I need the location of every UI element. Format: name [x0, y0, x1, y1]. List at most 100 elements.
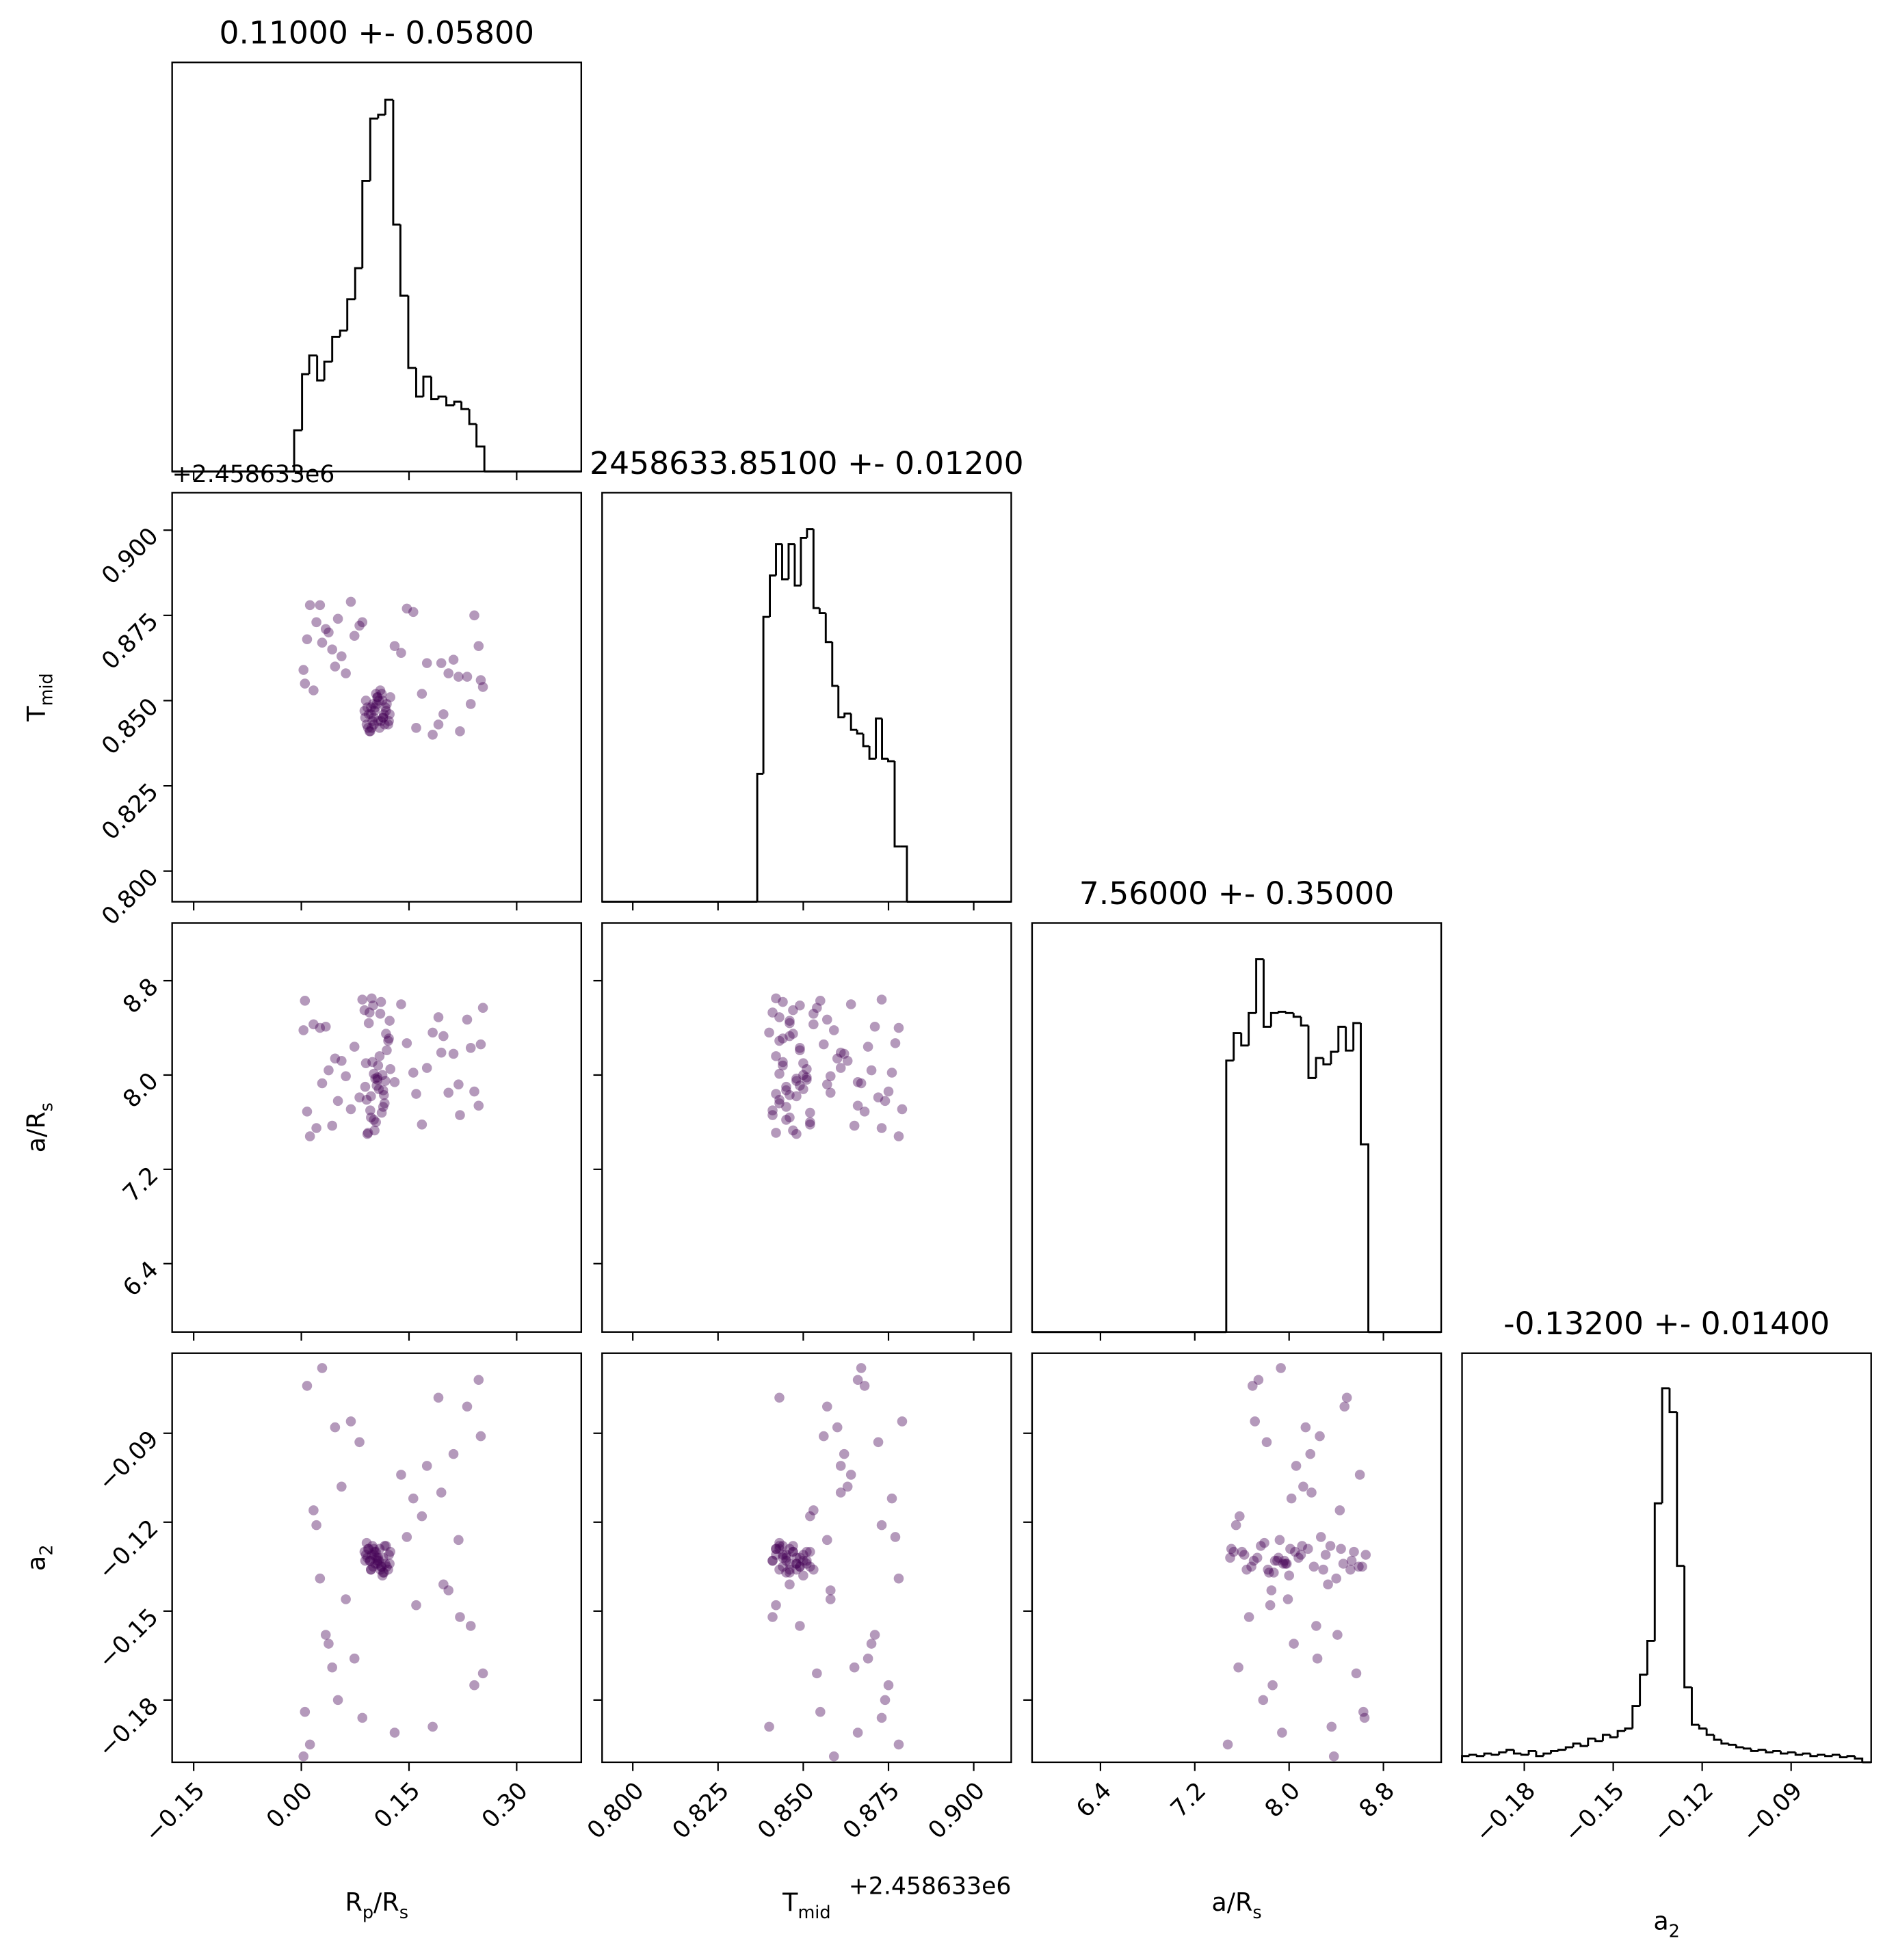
scatter-point [341, 668, 351, 678]
scatter-point [1264, 1567, 1274, 1578]
hist-bin [1750, 1748, 1759, 1752]
hist-bin [868, 746, 876, 760]
hist-bin [308, 354, 317, 375]
scatter-point [300, 1706, 311, 1717]
scatter-point [360, 713, 371, 723]
scatter-point [845, 999, 856, 1009]
scatter-point [1272, 1555, 1282, 1566]
scatter-point [1281, 1559, 1292, 1569]
scatter-point [852, 1727, 863, 1738]
scatter-point [365, 1105, 376, 1115]
scatter-point [798, 1550, 808, 1560]
scatter-point [378, 1085, 389, 1096]
scatter-point [374, 1544, 385, 1554]
scatter-point [408, 607, 419, 618]
panel-frame [601, 1352, 1012, 1764]
y-tick-label: 0.850 [96, 693, 163, 760]
x-tick-label: 0.900 [923, 1777, 990, 1844]
scatter-point [366, 1112, 376, 1123]
hist-bin [1646, 1640, 1655, 1675]
hist-bin [1765, 1749, 1774, 1753]
scatter-point [364, 1555, 375, 1566]
hist-bin [1817, 1753, 1826, 1756]
scatter-point [385, 1064, 395, 1074]
hist-bin [1330, 1050, 1339, 1065]
hist-bin [293, 429, 302, 472]
y-tick-label: 8.8 [118, 973, 163, 1019]
y-tick-label: 0.875 [96, 608, 163, 675]
scatter-point [380, 1559, 391, 1569]
scatter-point [1267, 1680, 1278, 1691]
scatter-point [373, 716, 384, 726]
hist-bin [1490, 1753, 1499, 1756]
scatter-point [477, 1668, 488, 1679]
hist-bin [301, 373, 310, 431]
y-tick-label: 0.900 [96, 522, 163, 590]
scatter-point [359, 706, 370, 716]
scatter-point [805, 1107, 815, 1118]
scatter-point [791, 1128, 802, 1139]
scatter-point [421, 1063, 432, 1073]
scatter-point [359, 1005, 370, 1016]
hist-bin [1839, 1754, 1848, 1759]
scatter-point [785, 1579, 795, 1590]
scatter-point [332, 1096, 343, 1107]
scatter-point [1346, 1555, 1357, 1566]
y-tick-label: −0.09 [93, 1426, 163, 1496]
scatter-point [369, 1550, 379, 1560]
scatter-point [825, 1071, 836, 1081]
scatter-point [771, 1128, 781, 1138]
hist-bin [1527, 1749, 1536, 1755]
scatter-point [371, 689, 381, 699]
hist-bin [1557, 1749, 1566, 1751]
scatter-point [363, 1544, 374, 1554]
scatter-point [798, 1555, 808, 1566]
hist-bin [856, 730, 864, 735]
scatter-point [374, 1051, 385, 1061]
scatter-point [376, 1107, 387, 1118]
hist-bin [775, 543, 782, 576]
scatter-point [774, 1035, 785, 1046]
hist-bin [361, 180, 371, 269]
scatter-point [802, 1555, 812, 1566]
scatter-point [436, 658, 447, 668]
scatter-point [317, 1363, 328, 1373]
hist-bin [468, 409, 477, 425]
scatter-point [781, 1081, 791, 1092]
scatter-point [764, 1721, 774, 1732]
scatter-point [453, 672, 464, 682]
x-tick-label: 8.8 [1354, 1777, 1400, 1823]
scatter-point [465, 1042, 476, 1053]
scatter-point [880, 1096, 891, 1107]
scatter-point [1284, 1570, 1295, 1581]
scatter-point [383, 719, 393, 730]
scatter-point [373, 696, 384, 706]
scatter-point [767, 1612, 778, 1622]
panel-frame [171, 1352, 583, 1764]
scatter-point [791, 1091, 802, 1102]
panel-frame [1031, 922, 1443, 1333]
scatter-point [349, 1653, 360, 1664]
scatter-point [805, 1561, 815, 1572]
hist-bin [1809, 1753, 1818, 1758]
scatter-point [785, 1031, 795, 1042]
scatter-point [455, 1612, 465, 1622]
scatter-point [1266, 1585, 1277, 1595]
scatter-point [354, 1092, 365, 1102]
scatter-point [373, 1084, 384, 1094]
scatter-point [360, 1058, 371, 1068]
scatter-point [317, 1078, 328, 1089]
hist-bin [1735, 1745, 1744, 1749]
hist-bin [1683, 1565, 1692, 1688]
scatter-point [367, 1541, 378, 1551]
hist-bin [1315, 1057, 1324, 1078]
scatter-point [798, 1058, 808, 1068]
scatter-point [819, 1039, 829, 1050]
hist-bin [1292, 1013, 1302, 1018]
scatter-point [1293, 1552, 1304, 1563]
scatter-point [1265, 1600, 1276, 1611]
scatter-point [832, 1053, 843, 1064]
scatter-point [1339, 1401, 1350, 1412]
scatter-point [382, 1561, 392, 1572]
scatter-point [417, 1511, 427, 1522]
